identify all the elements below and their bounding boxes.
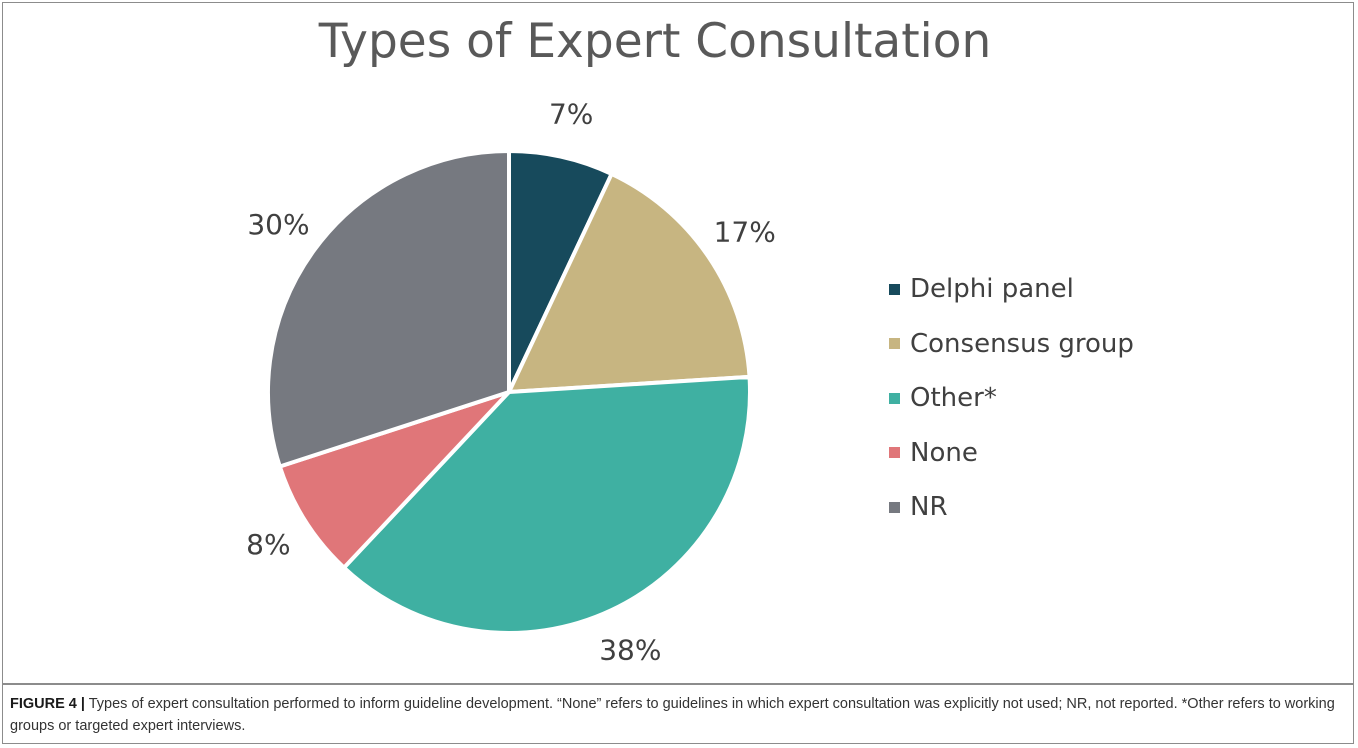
pie-data-labels: 7% 17% 38% 8% 30% [246,97,776,666]
legend-swatch [889,392,900,404]
legend-item-delphi-panel: Delphi panel [889,262,1134,317]
data-label: 8% [246,528,290,561]
data-label: 7% [549,97,593,130]
legend-item-none: None [889,426,1134,481]
figure-caption: FIGURE 4 | Types of expert consultation … [10,693,1350,737]
legend-label: Other* [910,383,997,414]
data-label: 38% [599,633,661,666]
legend-swatch [889,283,900,295]
chart-title: Types of Expert Consultation [318,14,992,69]
legend-label: NR [910,492,948,523]
data-label: 17% [714,215,776,248]
legend-item-nr: NR [889,480,1134,535]
chart-legend: Delphi panel Consensus group Other* None… [889,262,1134,535]
legend-label: None [910,437,978,468]
caption-divider [2,683,1354,685]
legend-swatch [889,447,900,459]
legend-item-consensus-group: Consensus group [889,317,1134,372]
pie-slice-consensus-group [507,171,752,394]
legend-swatch [889,338,900,350]
pie-slice-delphi-panel [507,149,614,394]
data-label: 30% [247,208,309,241]
pie-slice-nr [266,149,511,469]
legend-item-other: Other* [889,371,1134,426]
legend-label: Delphi panel [910,274,1074,305]
pie-slice-other [342,374,752,635]
pie-chart: 7% 17% 38% 8% 30% [246,97,776,666]
pie-slices [266,149,752,635]
legend-label: Consensus group [910,328,1134,359]
pie-slice-none [277,390,511,570]
caption-text: Types of expert consultation performed t… [10,696,1335,734]
caption-label: FIGURE 4 | [10,696,85,712]
legend-swatch [889,501,900,513]
